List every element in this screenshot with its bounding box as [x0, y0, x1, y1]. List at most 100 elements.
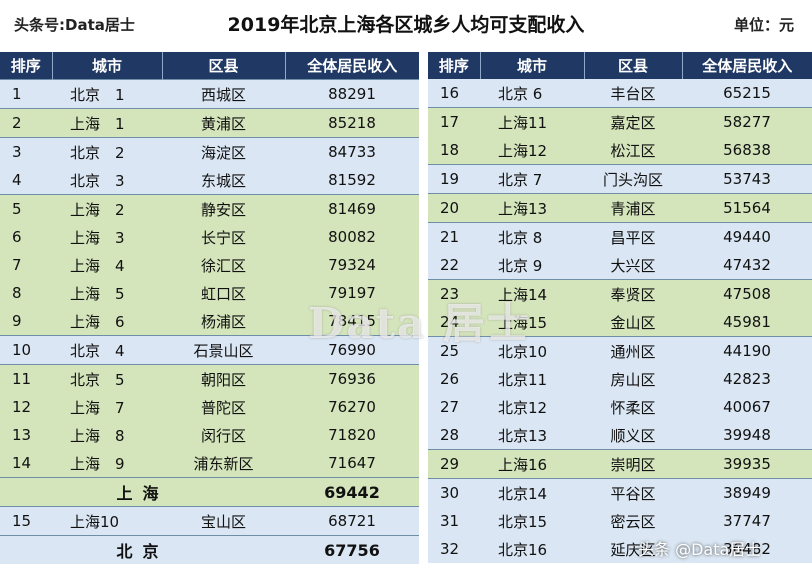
- rank-cell[interactable]: 8: [0, 279, 52, 307]
- city-cell[interactable]: 北京 8: [480, 222, 584, 251]
- city-cell[interactable]: 北京 6: [480, 79, 584, 108]
- income-cell[interactable]: 71647: [285, 449, 419, 478]
- income-cell[interactable]: 39948: [682, 421, 812, 450]
- district-cell[interactable]: 嘉定区: [584, 107, 682, 136]
- rank-cell[interactable]: 7: [0, 251, 52, 279]
- rank-cell[interactable]: 20: [428, 193, 480, 223]
- rank-cell[interactable]: 3: [0, 137, 52, 166]
- income-cell[interactable]: 85218: [285, 108, 419, 138]
- income-cell[interactable]: 71820: [285, 421, 419, 449]
- district-cell[interactable]: 长宁区: [162, 223, 285, 251]
- income-cell[interactable]: 76990: [285, 335, 419, 365]
- income-cell[interactable]: 47432: [682, 251, 812, 280]
- city-cell[interactable]: 上海 8: [52, 421, 162, 449]
- city-cell[interactable]: 上海10: [52, 506, 162, 536]
- income-cell[interactable]: 42823: [682, 365, 812, 393]
- income-cell[interactable]: 44190: [682, 336, 812, 365]
- district-cell[interactable]: 石景山区: [162, 335, 285, 365]
- income-cell[interactable]: 65215: [682, 79, 812, 108]
- col-header-income[interactable]: 全体居民收入: [284, 52, 419, 80]
- total-value[interactable]: 69442: [285, 477, 419, 507]
- income-cell[interactable]: 88291: [285, 79, 419, 109]
- income-cell[interactable]: 79197: [285, 279, 419, 307]
- city-cell[interactable]: 上海 6: [52, 307, 162, 336]
- city-cell[interactable]: 北京14: [480, 478, 584, 507]
- rank-cell[interactable]: 2: [0, 108, 52, 138]
- col-header-district[interactable]: 区县: [161, 52, 285, 80]
- rank-cell[interactable]: 19: [428, 164, 480, 194]
- rank-cell[interactable]: 9: [0, 307, 52, 336]
- col-header-city[interactable]: 城市: [51, 52, 162, 80]
- rank-cell[interactable]: 14: [0, 449, 52, 478]
- income-cell[interactable]: 45981: [682, 308, 812, 337]
- income-cell[interactable]: 68721: [285, 506, 419, 536]
- rank-cell[interactable]: 26: [428, 365, 480, 393]
- city-cell[interactable]: 上海 5: [52, 279, 162, 307]
- city-cell[interactable]: 北京15: [480, 507, 584, 535]
- city-cell[interactable]: 上海 9: [52, 449, 162, 478]
- city-cell[interactable]: 上海14: [480, 279, 584, 308]
- district-cell[interactable]: 大兴区: [584, 251, 682, 280]
- district-cell[interactable]: 门头沟区: [584, 164, 682, 194]
- city-cell[interactable]: 北京 7: [480, 164, 584, 194]
- rank-cell[interactable]: 30: [428, 478, 480, 507]
- district-cell[interactable]: 徐汇区: [162, 251, 285, 279]
- city-cell[interactable]: 上海 7: [52, 393, 162, 421]
- rank-cell[interactable]: 32: [428, 535, 480, 563]
- rank-cell[interactable]: 23: [428, 279, 480, 308]
- rank-cell[interactable]: 28: [428, 421, 480, 450]
- total-value[interactable]: 67756: [285, 535, 419, 564]
- district-cell[interactable]: 松江区: [584, 136, 682, 165]
- city-cell[interactable]: 上海15: [480, 308, 584, 337]
- district-cell[interactable]: 朝阳区: [162, 364, 285, 393]
- city-cell[interactable]: 北京 5: [52, 364, 162, 393]
- district-cell[interactable]: 顺义区: [584, 421, 682, 450]
- city-cell[interactable]: 上海 4: [52, 251, 162, 279]
- income-cell[interactable]: 39935: [682, 449, 812, 479]
- income-cell[interactable]: 51564: [682, 193, 812, 223]
- district-cell[interactable]: 浦东新区: [162, 449, 285, 478]
- district-cell[interactable]: 房山区: [584, 365, 682, 393]
- city-cell[interactable]: 北京12: [480, 393, 584, 421]
- district-cell[interactable]: 金山区: [584, 308, 682, 337]
- district-cell[interactable]: 通州区: [584, 336, 682, 365]
- rank-cell[interactable]: 29: [428, 449, 480, 479]
- col-header-rank[interactable]: 排序: [0, 52, 52, 80]
- income-cell[interactable]: 81592: [285, 166, 419, 195]
- income-cell[interactable]: 81469: [285, 194, 419, 223]
- district-cell[interactable]: 青浦区: [584, 193, 682, 223]
- income-cell[interactable]: 49440: [682, 222, 812, 251]
- rank-cell[interactable]: 21: [428, 222, 480, 251]
- rank-cell[interactable]: 31: [428, 507, 480, 535]
- rank-cell[interactable]: 6: [0, 223, 52, 251]
- city-cell[interactable]: 上海16: [480, 449, 584, 479]
- district-cell[interactable]: 黄浦区: [162, 108, 285, 138]
- city-cell[interactable]: 北京 4: [52, 335, 162, 365]
- rank-cell[interactable]: 4: [0, 166, 52, 195]
- income-cell[interactable]: 79324: [285, 251, 419, 279]
- rank-cell[interactable]: 11: [0, 364, 52, 393]
- rank-cell[interactable]: 22: [428, 251, 480, 280]
- district-cell[interactable]: 静安区: [162, 194, 285, 223]
- city-cell[interactable]: 上海 2: [52, 194, 162, 223]
- income-cell[interactable]: 56838: [682, 136, 812, 165]
- district-cell[interactable]: 宝山区: [162, 506, 285, 536]
- rank-cell[interactable]: 5: [0, 194, 52, 223]
- income-cell[interactable]: 53743: [682, 164, 812, 194]
- city-cell[interactable]: 北京11: [480, 365, 584, 393]
- rank-cell[interactable]: 18: [428, 136, 480, 165]
- col-header-city[interactable]: 城市: [479, 52, 584, 79]
- total-label[interactable]: 上海: [0, 477, 285, 507]
- district-cell[interactable]: 崇明区: [584, 449, 682, 479]
- income-cell[interactable]: 38949: [682, 478, 812, 507]
- city-cell[interactable]: 北京10: [480, 336, 584, 365]
- city-cell[interactable]: 上海13: [480, 193, 584, 223]
- total-label[interactable]: 北京: [0, 535, 285, 564]
- income-cell[interactable]: 37747: [682, 507, 812, 535]
- income-cell[interactable]: 78415: [285, 307, 419, 336]
- district-cell[interactable]: 丰台区: [584, 79, 682, 108]
- rank-cell[interactable]: 13: [0, 421, 52, 449]
- district-cell[interactable]: 西城区: [162, 79, 285, 109]
- district-cell[interactable]: 怀柔区: [584, 393, 682, 421]
- city-cell[interactable]: 北京16: [480, 535, 584, 563]
